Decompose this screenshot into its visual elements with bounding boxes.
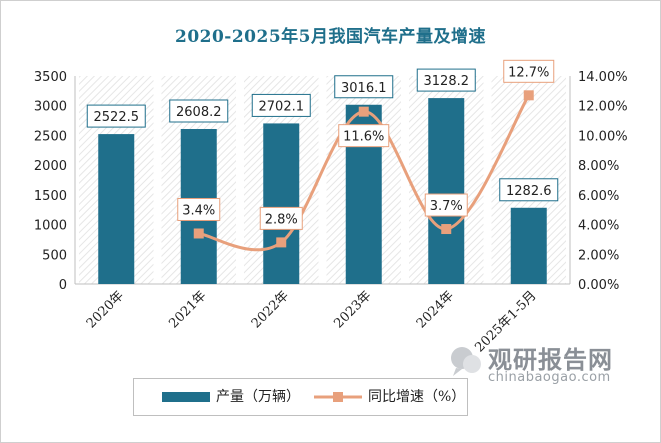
y-tick-label-left: 1500 <box>34 189 67 204</box>
line-data-label: 2.8% <box>259 206 303 230</box>
y-tick-label-right: 14.00% <box>578 70 628 85</box>
line-data-label: 12.7% <box>503 59 555 83</box>
y-tick-label-left: 0 <box>59 278 67 293</box>
line-data-label-box <box>259 206 303 230</box>
bar-data-label-box <box>86 104 146 128</box>
bar-data-label-text: 1282.6 <box>506 184 552 199</box>
bar-series <box>98 98 547 285</box>
bar-data-label-text: 3128.2 <box>424 74 470 89</box>
line-data-label-text: 3.7% <box>430 199 463 214</box>
line-data-label: 3.4% <box>177 197 221 221</box>
legend-label-growth: 同比增速（%） <box>368 389 466 405</box>
line-data-label-box <box>338 124 390 148</box>
bar-data-label-text: 3016.1 <box>341 81 387 96</box>
y-tick-label-right: 0.00% <box>578 278 619 293</box>
bar-data-label: 1282.6 <box>499 178 559 202</box>
line-point <box>276 237 287 248</box>
bar-data-label-box <box>251 93 311 117</box>
y-tick-label-right: 4.00% <box>578 219 619 234</box>
line-data-label-text: 12.7% <box>508 65 549 80</box>
data-labels: 2522.5 2608.2 2702.1 3016.1 3128.2 1282.6 3.4%… <box>86 59 559 230</box>
bar-data-label: 2702.1 <box>251 93 311 117</box>
category-bands <box>79 76 566 284</box>
bar-data-label-box <box>416 68 476 92</box>
bubble-logo-icon <box>451 347 481 376</box>
y-tick-label-left: 1000 <box>34 219 67 234</box>
bar-data-label-box <box>499 178 559 202</box>
x-tick-label: 2021年 <box>166 288 209 331</box>
line-data-label-box <box>503 59 555 83</box>
bar-data-label-text: 2522.5 <box>94 110 140 125</box>
x-tick-label: 2020年 <box>84 288 127 331</box>
legend-swatch-line <box>314 392 362 402</box>
y-tick-label-right: 12.00% <box>578 100 628 115</box>
line-data-label: 11.6% <box>338 124 390 148</box>
chart-title: 2020-2025年5月我国汽车产量及增速 <box>174 27 486 47</box>
bar <box>428 98 465 284</box>
bar-data-label: 3128.2 <box>416 68 476 92</box>
y-tick-label-right: 6.00% <box>578 189 619 204</box>
y-tick-label-right: 10.00% <box>578 129 628 144</box>
y-tick-label-left: 500 <box>42 248 67 263</box>
legend-swatch-bar <box>162 392 210 402</box>
line-data-label-text: 3.4% <box>182 203 215 218</box>
y-tick-label-right: 8.00% <box>578 159 619 174</box>
bar-data-label-box <box>334 75 394 99</box>
y-tick-label-left: 2500 <box>34 129 67 144</box>
line-point <box>358 106 369 117</box>
line-data-label-text: 11.6% <box>343 130 384 145</box>
bar <box>510 207 547 284</box>
bar <box>98 134 135 284</box>
line-series <box>193 90 534 252</box>
watermark-en: chinabaogao.com <box>488 370 611 385</box>
watermark: 观研报告网 chinabaogao.com <box>448 340 648 390</box>
line-data-label: 3.7% <box>424 193 468 217</box>
bar-data-label-text: 2608.2 <box>176 105 222 120</box>
bar-data-label: 2522.5 <box>86 104 146 128</box>
line-point <box>193 228 204 239</box>
line-data-label-text: 2.8% <box>265 212 298 227</box>
y-tick-label-left: 3000 <box>34 100 67 115</box>
legend-label-production: 产量（万辆） <box>216 389 300 405</box>
bar-data-label: 3016.1 <box>334 75 394 99</box>
legend: 产量（万辆） 同比增速（%） <box>133 378 468 416</box>
bar <box>263 123 300 284</box>
line-data-label-box <box>424 193 468 217</box>
y-tick-label-right: 2.00% <box>578 248 619 263</box>
y-tick-label-left: 3500 <box>34 70 67 85</box>
x-tick-label: 2023年 <box>331 288 374 331</box>
line-point <box>523 90 534 101</box>
bar-data-label-text: 2702.1 <box>259 99 305 114</box>
line-point <box>441 224 452 235</box>
x-tick-label: 2024年 <box>414 288 457 331</box>
x-tick-label: 2022年 <box>249 288 292 331</box>
bar-data-label-box <box>169 99 229 123</box>
watermark-cn: 观研报告网 <box>488 346 613 374</box>
y-tick-label-left: 2000 <box>34 159 67 174</box>
line-data-label-box <box>177 197 221 221</box>
bar-data-label: 2608.2 <box>169 99 229 123</box>
growth-line <box>198 94 531 252</box>
